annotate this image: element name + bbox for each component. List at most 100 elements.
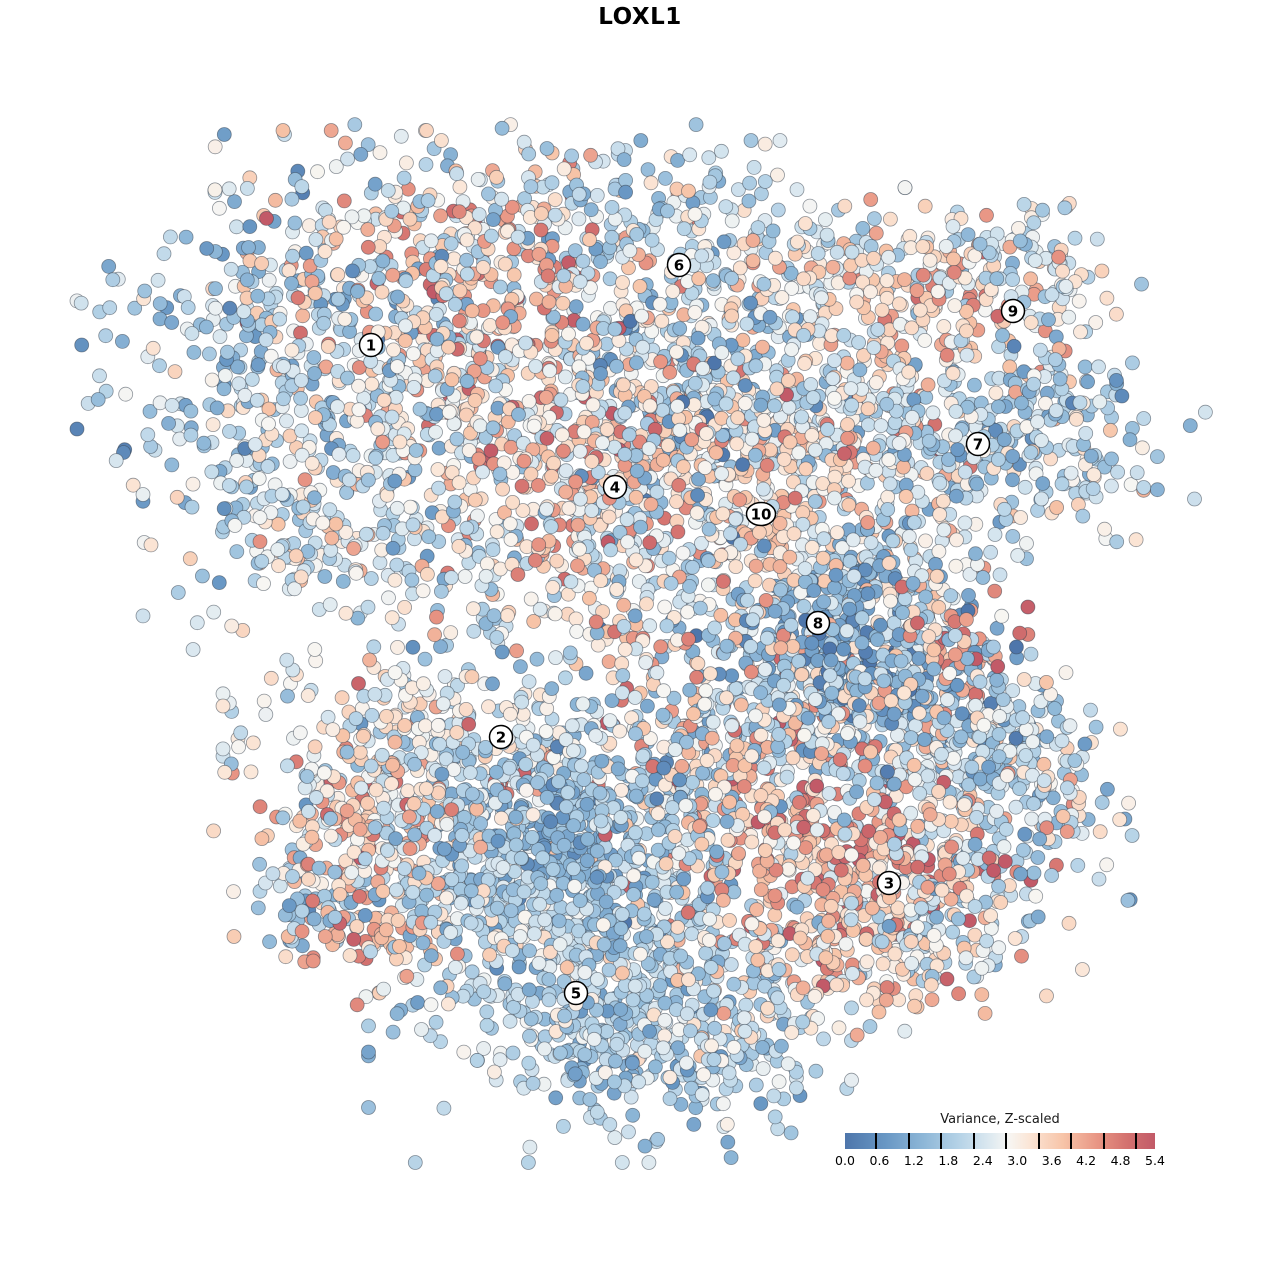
data-point [867, 211, 882, 227]
data-point [650, 806, 666, 821]
data-point [1006, 338, 1022, 354]
data-point [852, 362, 868, 378]
data-point [328, 159, 344, 175]
data-point [142, 403, 158, 419]
data-point [578, 665, 594, 681]
data-point [189, 615, 205, 631]
data-point [568, 299, 584, 315]
data-point [263, 670, 279, 686]
data-point [767, 907, 783, 923]
data-point [150, 272, 166, 288]
data-point [152, 358, 167, 374]
data-point [317, 569, 333, 584]
data-point [609, 582, 625, 597]
data-point [182, 551, 198, 567]
data-point [657, 599, 673, 615]
data-point [1097, 521, 1112, 537]
data-point [738, 997, 754, 1013]
data-point [720, 1134, 736, 1150]
data-point [1104, 478, 1119, 494]
data-point [731, 182, 746, 198]
data-point [1016, 196, 1032, 212]
data-point [258, 707, 274, 722]
data-point [381, 590, 396, 606]
data-point [543, 519, 559, 534]
data-point [323, 123, 339, 138]
data-point [345, 263, 360, 279]
data-point [575, 316, 591, 332]
data-point [206, 823, 222, 839]
data-point [1113, 721, 1128, 737]
data-point [819, 227, 835, 243]
data-point [548, 1090, 564, 1106]
data-point [892, 296, 907, 312]
data-point [479, 556, 495, 572]
data-point [242, 219, 258, 235]
data-point [804, 540, 820, 555]
data-point [746, 159, 762, 175]
data-point [755, 1061, 771, 1076]
data-point [349, 997, 365, 1013]
data-point [427, 627, 443, 643]
data-point [669, 344, 684, 360]
data-point [750, 220, 766, 236]
data-point [935, 493, 951, 509]
data-point [1187, 491, 1202, 507]
data-point [603, 300, 618, 316]
data-point [715, 1096, 731, 1112]
data-point [278, 949, 294, 965]
data-point [186, 344, 202, 360]
data-point [245, 735, 261, 751]
data-point [1041, 312, 1056, 328]
data-point [733, 697, 749, 713]
data-point [215, 698, 231, 714]
data-point [724, 213, 740, 229]
data-point [285, 248, 300, 264]
data-point [384, 610, 400, 626]
data-point [602, 271, 618, 287]
data-point [337, 135, 353, 151]
data-point [449, 725, 465, 740]
data-point [744, 664, 759, 680]
data-point [449, 946, 465, 962]
data-point [396, 170, 412, 186]
data-point [533, 222, 549, 238]
data-point [650, 1131, 666, 1147]
data-point [216, 381, 232, 397]
data-point [222, 423, 237, 439]
data-point [1024, 811, 1040, 827]
data-point [250, 900, 266, 916]
data-point [1136, 480, 1152, 495]
data-point [883, 211, 898, 227]
data-point [897, 1023, 913, 1039]
data-point [293, 569, 309, 585]
data-point [368, 306, 384, 322]
data-point [894, 338, 910, 354]
data-point [1112, 812, 1128, 827]
data-point [405, 639, 421, 655]
data-point [974, 987, 990, 1002]
data-point [467, 492, 483, 508]
data-point [665, 283, 681, 299]
data-point [402, 499, 418, 515]
data-point [654, 313, 670, 329]
data-point [1020, 599, 1036, 615]
data-point [648, 1059, 663, 1075]
data-point [183, 427, 199, 443]
data-point [479, 1017, 495, 1033]
data-point [556, 161, 572, 177]
data-point [389, 557, 405, 573]
data-point [568, 611, 584, 627]
data-point [569, 624, 585, 639]
data-point [207, 139, 223, 155]
data-point [689, 669, 704, 685]
data-point [1071, 293, 1087, 309]
data-point [494, 644, 510, 660]
data-point [330, 291, 346, 307]
data-point [766, 1088, 782, 1104]
data-point [748, 1077, 764, 1093]
data-point [457, 569, 473, 584]
data-point [1091, 359, 1106, 375]
data-point [987, 583, 1003, 599]
data-point [275, 123, 291, 138]
